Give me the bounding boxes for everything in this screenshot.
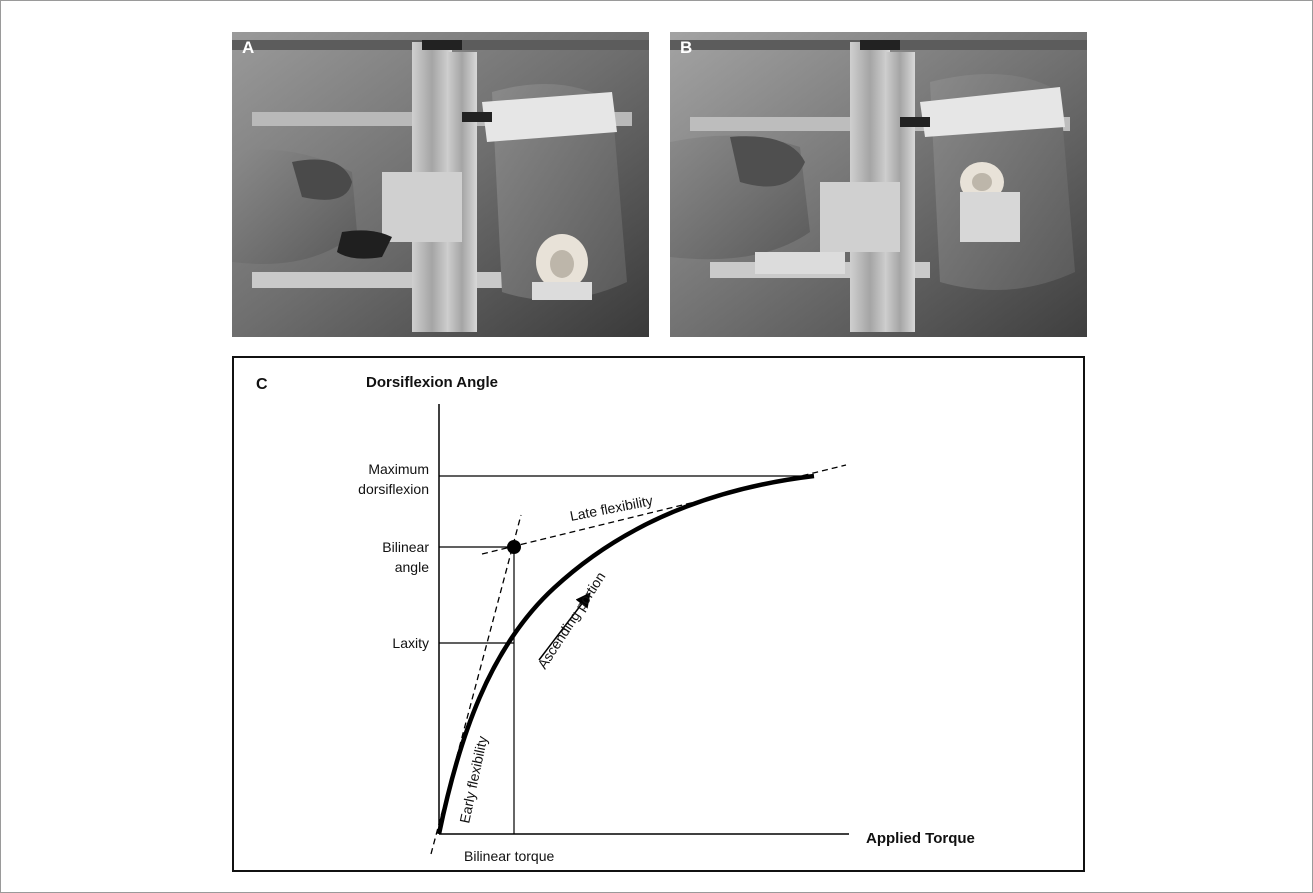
bilinear-diagram: C Dorsiflexion Angle Applied Torque Maxi… — [256, 374, 975, 864]
panel-label-b: B — [680, 38, 693, 57]
label-maximum: Maximum — [368, 461, 429, 477]
bilinear-diagram-panel: C Dorsiflexion Angle Applied Torque Maxi… — [232, 356, 1085, 872]
label-dorsiflexion: dorsiflexion — [358, 481, 429, 497]
y-axis-title: Dorsiflexion Angle — [366, 374, 498, 391]
torque-angle-curve — [436, 473, 815, 835]
label-ascending-portion: Ascending portion — [534, 569, 608, 672]
photo-panel-b: B — [670, 32, 1087, 337]
ankle-device-photo-a — [232, 32, 649, 337]
ascending-arrow — [538, 592, 591, 661]
bilinear-point — [507, 540, 521, 554]
ankle-device-photo-b — [670, 32, 1087, 337]
panel-label-c: C — [256, 376, 268, 393]
label-bilinear: Bilinear — [382, 539, 429, 555]
label-laxity: Laxity — [392, 635, 429, 651]
photo-panel-a: A — [232, 32, 649, 337]
label-bilinear-torque: Bilinear torque — [464, 848, 554, 864]
early-flexibility-tangent — [430, 514, 522, 855]
x-axis-title: Applied Torque — [866, 830, 975, 847]
panel-label-a: A — [242, 38, 255, 57]
label-late-flexibility: Late flexibility — [569, 492, 655, 524]
label-angle: angle — [395, 559, 429, 575]
